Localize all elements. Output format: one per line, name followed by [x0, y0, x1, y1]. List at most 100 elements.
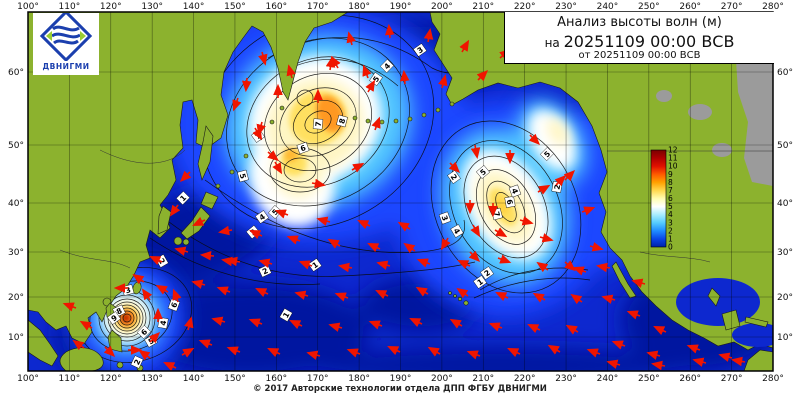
svg-text:150°: 150°	[224, 2, 246, 12]
svg-text:6: 6	[139, 327, 149, 337]
svg-text:120°: 120°	[100, 2, 122, 12]
svg-text:250°: 250°	[638, 374, 660, 384]
svg-text:240°: 240°	[597, 374, 619, 384]
svg-text:260°: 260°	[679, 374, 701, 384]
svg-text:0: 0	[668, 243, 673, 252]
hawaii-islands	[448, 291, 469, 306]
svg-text:220°: 220°	[514, 2, 536, 12]
dvnigmi-logo-icon	[39, 9, 93, 63]
svg-text:160°: 160°	[265, 374, 287, 384]
svg-text:180°: 180°	[348, 2, 370, 12]
svg-text:4: 4	[668, 210, 673, 219]
svg-text:6: 6	[668, 194, 673, 203]
svg-text:10°: 10°	[777, 333, 793, 343]
svg-text:270°: 270°	[721, 374, 743, 384]
land-north-america	[429, 12, 773, 351]
svg-text:210°: 210°	[472, 374, 494, 384]
svg-text:40°: 40°	[8, 199, 24, 209]
land-korea	[157, 205, 172, 235]
copyright-line: © 2017 Авторские технологии отдела ДПП Ф…	[253, 384, 547, 394]
svg-text:3: 3	[440, 214, 450, 222]
land-shikoku	[182, 238, 190, 246]
landmasses	[28, 12, 773, 371]
svg-text:110°: 110°	[59, 374, 81, 384]
svg-text:9: 9	[668, 170, 673, 179]
contour-value-labels: 87754365435211122176452345234658926	[107, 43, 563, 369]
land-island	[116, 361, 124, 369]
svg-text:11: 11	[668, 154, 678, 163]
aleutian-islands	[352, 101, 455, 125]
analysis-issued: от 20251109 00:00 ВСВ	[578, 50, 701, 61]
svg-text:5: 5	[238, 172, 248, 179]
svg-text:2: 2	[261, 266, 270, 276]
nodata-gray-region	[656, 60, 773, 186]
svg-text:260°: 260°	[679, 2, 701, 12]
svg-text:100°: 100°	[17, 374, 39, 384]
svg-text:12: 12	[668, 146, 678, 155]
svg-text:230°: 230°	[555, 374, 577, 384]
svg-text:40°: 40°	[777, 199, 793, 209]
svg-text:120°: 120°	[100, 374, 122, 384]
svg-text:2: 2	[132, 358, 142, 367]
land-hokkaido	[200, 191, 219, 210]
svg-text:1: 1	[668, 234, 673, 243]
svg-text:180°: 180°	[348, 374, 370, 384]
svg-text:20°: 20°	[8, 293, 24, 303]
svg-text:200°: 200°	[431, 374, 453, 384]
dvnigmi-logo-box: ДВНИГМИ	[33, 9, 99, 75]
svg-text:100°: 100°	[17, 2, 39, 12]
land-kyushu	[173, 236, 183, 246]
land-malay	[28, 319, 59, 367]
svg-text:190°: 190°	[390, 374, 412, 384]
land-south-america	[743, 349, 773, 371]
svg-text:140°: 140°	[183, 374, 205, 384]
svg-text:5: 5	[668, 202, 673, 211]
svg-text:160°: 160°	[265, 2, 287, 12]
svg-text:2: 2	[449, 172, 459, 181]
svg-text:140°: 140°	[183, 2, 205, 12]
gulf-of-mexico	[676, 278, 760, 326]
svg-text:2: 2	[482, 268, 491, 278]
svg-text:170°: 170°	[307, 2, 329, 12]
svg-text:1: 1	[310, 260, 319, 270]
land-borneo	[59, 347, 104, 371]
land-cuba	[744, 316, 769, 328]
svg-text:2: 2	[552, 184, 562, 191]
axis-tick-labels: 100°100°110°110°120°120°130°130°140°140°…	[8, 2, 793, 384]
svg-text:7: 7	[668, 186, 673, 195]
svg-text:110°: 110°	[59, 2, 81, 12]
svg-text:210°: 210°	[472, 2, 494, 12]
svg-text:6: 6	[169, 301, 179, 309]
svg-text:130°: 130°	[141, 374, 163, 384]
svg-text:280°: 280°	[762, 374, 784, 384]
svg-text:270°: 270°	[721, 2, 743, 12]
svg-text:250°: 250°	[638, 2, 660, 12]
svg-text:240°: 240°	[597, 2, 619, 12]
svg-text:190°: 190°	[390, 2, 412, 12]
svg-text:4: 4	[257, 212, 266, 222]
svg-text:4: 4	[510, 187, 520, 195]
dvnigmi-logo-text: ДВНИГМИ	[42, 62, 90, 71]
svg-text:4: 4	[382, 61, 392, 71]
svg-text:60°: 60°	[777, 68, 793, 78]
svg-text:200°: 200°	[431, 2, 453, 12]
svg-text:8: 8	[115, 306, 124, 316]
svg-text:3: 3	[668, 218, 673, 227]
svg-text:20°: 20°	[777, 293, 793, 303]
svg-text:50°: 50°	[777, 141, 793, 151]
svg-text:1: 1	[281, 311, 291, 320]
svg-text:1: 1	[475, 277, 484, 287]
svg-text:6: 6	[505, 199, 515, 206]
svg-text:8: 8	[337, 117, 347, 124]
svg-text:130°: 130°	[141, 2, 163, 12]
analysis-datetime: на 20251109 00:00 ВСВ	[544, 32, 735, 51]
svg-text:5: 5	[542, 149, 552, 159]
map-border	[27, 11, 774, 372]
land-sakhalin	[197, 125, 214, 181]
svg-text:230°: 230°	[555, 2, 577, 12]
svg-text:170°: 170°	[307, 374, 329, 384]
analysis-title-box: Анализ высоты волн (м) на 20251109 00:00…	[504, 12, 774, 64]
land-baja	[611, 261, 637, 299]
